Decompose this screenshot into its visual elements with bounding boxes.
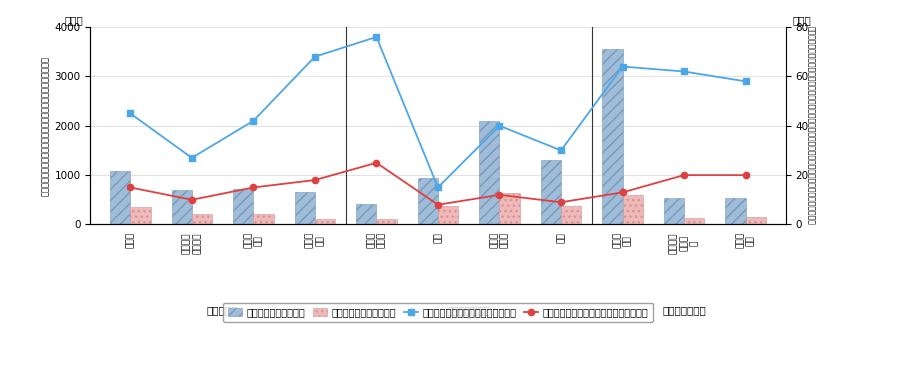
- Bar: [724, 198, 745, 224]
- Bar: [499, 193, 520, 224]
- Bar: [684, 217, 704, 224]
- Text: （円）: （円）: [65, 15, 83, 25]
- Bar: [663, 198, 684, 224]
- Bar: [621, 195, 642, 224]
- Text: 《サービス系》: 《サービス系》: [446, 305, 490, 315]
- Bar: [315, 219, 335, 224]
- Bar: [418, 178, 437, 224]
- Bar: [540, 160, 560, 224]
- Text: （％）: （％）: [792, 15, 810, 25]
- Bar: [745, 217, 765, 224]
- Y-axis label: 個人消費額に占めるネットショッピング額またはスマートフォン消費額の割合（折れ線グラフ）: 個人消費額に占めるネットショッピング額またはスマートフォン消費額の割合（折れ線グ…: [805, 26, 815, 225]
- Bar: [602, 49, 621, 224]
- Bar: [253, 214, 273, 224]
- Text: 《物販系》: 《物販系》: [207, 305, 238, 315]
- Bar: [479, 121, 499, 224]
- Bar: [110, 171, 130, 224]
- Text: 《デジタル系》: 《デジタル系》: [661, 305, 705, 315]
- Y-axis label: ネットショッピング額・スマートフォン直接効果（棒グラフ）: ネットショッピング額・スマートフォン直接効果（棒グラフ）: [41, 56, 51, 196]
- Bar: [560, 206, 581, 224]
- Bar: [171, 190, 191, 224]
- Bar: [437, 206, 457, 224]
- Bar: [376, 219, 396, 224]
- Legend: ネットショッピング額, スマートフォン直接効果, ネットショッピングの個人消費額比, スマートフォン直接効果の個人消費額比: ネットショッピング額, スマートフォン直接効果, ネットショッピングの個人消費額…: [223, 303, 652, 322]
- Bar: [233, 189, 253, 224]
- Bar: [130, 207, 151, 224]
- Bar: [294, 192, 315, 224]
- Bar: [191, 214, 212, 224]
- Bar: [355, 204, 376, 224]
